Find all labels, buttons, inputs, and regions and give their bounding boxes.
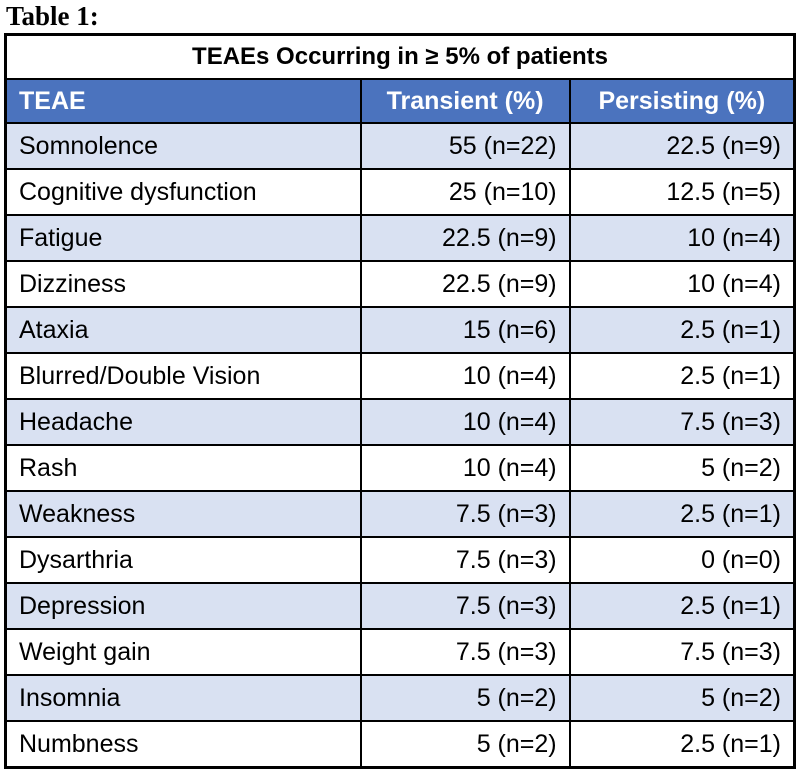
transient-cell: 25 (n=10) — [359, 168, 571, 216]
table-row: Fatigue 22.5 (n=9) 10 (n=4) — [4, 214, 796, 262]
transient-cell: 7.5 (n=3) — [359, 582, 571, 630]
transient-cell: 55 (n=22) — [359, 122, 571, 170]
table-row: Dizziness 22.5 (n=9) 10 (n=4) — [4, 260, 796, 308]
persisting-cell: 2.5 (n=1) — [568, 490, 796, 538]
transient-cell: 10 (n=4) — [359, 444, 571, 492]
table-row: Insomnia 5 (n=2) 5 (n=2) — [4, 674, 796, 722]
teae-cell: Weakness — [4, 490, 362, 538]
transient-cell: 22.5 (n=9) — [359, 260, 571, 308]
persisting-cell: 22.5 (n=9) — [568, 122, 796, 170]
persisting-cell: 5 (n=2) — [568, 674, 796, 722]
table-row: Cognitive dysfunction 25 (n=10) 12.5 (n=… — [4, 168, 796, 216]
table-row: Weakness 7.5 (n=3) 2.5 (n=1) — [4, 490, 796, 538]
transient-cell: 5 (n=2) — [359, 720, 571, 769]
teae-cell: Blurred/Double Vision — [4, 352, 362, 400]
persisting-cell: 7.5 (n=3) — [568, 398, 796, 446]
teae-cell: Depression — [4, 582, 362, 630]
persisting-cell: 7.5 (n=3) — [568, 628, 796, 676]
transient-cell: 22.5 (n=9) — [359, 214, 571, 262]
page-title: Table 1: — [6, 1, 99, 31]
table-row: Somnolence 55 (n=22) 22.5 (n=9) — [4, 122, 796, 170]
transient-cell: 7.5 (n=3) — [359, 536, 571, 584]
teae-cell: Fatigue — [4, 214, 362, 262]
teae-cell: Cognitive dysfunction — [4, 168, 362, 216]
column-header-teae: TEAE — [4, 78, 362, 124]
table-row: Weight gain 7.5 (n=3) 7.5 (n=3) — [4, 628, 796, 676]
transient-cell: 10 (n=4) — [359, 398, 571, 446]
table-caption-row: TEAEs Occurring in ≥ 5% of patients — [4, 33, 796, 80]
persisting-cell: 10 (n=4) — [568, 260, 796, 308]
table-row: Rash 10 (n=4) 5 (n=2) — [4, 444, 796, 492]
table-row: Ataxia 15 (n=6) 2.5 (n=1) — [4, 306, 796, 354]
teae-cell: Insomnia — [4, 674, 362, 722]
teae-cell: Numbness — [4, 720, 362, 769]
teae-cell: Headache — [4, 398, 362, 446]
table-row: Dysarthria 7.5 (n=3) 0 (n=0) — [4, 536, 796, 584]
persisting-cell: 2.5 (n=1) — [568, 306, 796, 354]
table-row: Blurred/Double Vision 10 (n=4) 2.5 (n=1) — [4, 352, 796, 400]
table-row: Depression 7.5 (n=3) 2.5 (n=1) — [4, 582, 796, 630]
persisting-cell: 2.5 (n=1) — [568, 582, 796, 630]
transient-cell: 5 (n=2) — [359, 674, 571, 722]
persisting-cell: 12.5 (n=5) — [568, 168, 796, 216]
persisting-cell: 2.5 (n=1) — [568, 720, 796, 769]
persisting-cell: 5 (n=2) — [568, 444, 796, 492]
transient-cell: 10 (n=4) — [359, 352, 571, 400]
teae-cell: Somnolence — [4, 122, 362, 170]
teae-cell: Dysarthria — [4, 536, 362, 584]
persisting-cell: 0 (n=0) — [568, 536, 796, 584]
table-caption: TEAEs Occurring in ≥ 5% of patients — [4, 33, 796, 80]
transient-cell: 15 (n=6) — [359, 306, 571, 354]
persisting-cell: 2.5 (n=1) — [568, 352, 796, 400]
transient-cell: 7.5 (n=3) — [359, 628, 571, 676]
table-row: Numbness 5 (n=2) 2.5 (n=1) — [4, 720, 796, 769]
persisting-cell: 10 (n=4) — [568, 214, 796, 262]
transient-cell: 7.5 (n=3) — [359, 490, 571, 538]
teae-cell: Rash — [4, 444, 362, 492]
teae-table: TEAEs Occurring in ≥ 5% of patients TEAE… — [4, 33, 796, 769]
teae-cell: Ataxia — [4, 306, 362, 354]
table-row: Headache 10 (n=4) 7.5 (n=3) — [4, 398, 796, 446]
column-header-persisting: Persisting (%) — [568, 78, 796, 124]
column-header-transient: Transient (%) — [359, 78, 571, 124]
teae-cell: Dizziness — [4, 260, 362, 308]
table-header-row: TEAE Transient (%) Persisting (%) — [4, 78, 796, 124]
teae-cell: Weight gain — [4, 628, 362, 676]
